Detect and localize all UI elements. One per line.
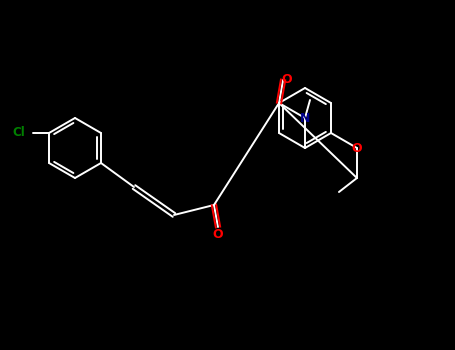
Text: Cl: Cl <box>13 126 25 140</box>
Text: O: O <box>212 229 223 241</box>
Text: O: O <box>352 141 362 154</box>
Text: N: N <box>300 112 310 125</box>
Text: O: O <box>282 74 293 86</box>
